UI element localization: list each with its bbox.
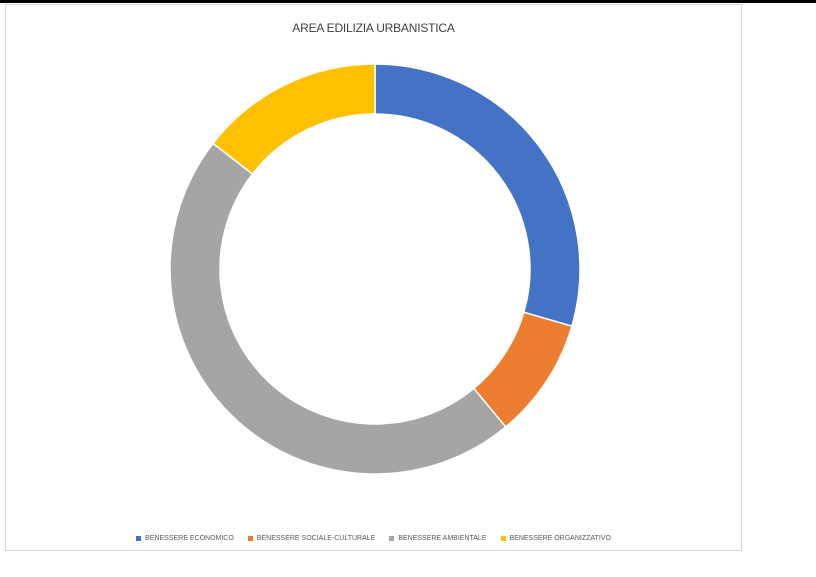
donut-chart	[169, 63, 581, 475]
legend-swatch	[389, 536, 395, 541]
donut-slice-benessere-economico	[374, 63, 581, 328]
legend-item: BENESSERE AMBIENTALE	[389, 535, 487, 542]
legend-label: BENESSERE AMBIENTALE	[398, 535, 487, 542]
legend-label: BENESSERE SOCIALE-CULTURALE	[256, 535, 376, 542]
legend-swatch	[136, 536, 142, 541]
donut-slice-benessere-ambientale	[169, 142, 507, 475]
legend-item: BENESSERE ORGANIZZATIVO	[500, 535, 611, 542]
legend-item: BENESSERE ECONOMICO	[136, 535, 234, 542]
chart-title: AREA EDILIZIA URBANISTICA	[292, 21, 455, 35]
chart-area: AREA EDILIZIA URBANISTICA BENESSERE ECON…	[5, 4, 742, 551]
donut-slice-benessere-organizzativo	[211, 63, 376, 176]
legend-swatch	[247, 536, 253, 541]
legend-label: BENESSERE ECONOMICO	[145, 535, 234, 542]
legend-label: BENESSERE ORGANIZZATIVO	[509, 535, 611, 542]
window-top-border	[0, 0, 816, 3]
legend-swatch	[500, 536, 506, 541]
chart-legend: BENESSERE ECONOMICO BENESSERE SOCIALE-CUL…	[6, 535, 741, 542]
legend-item: BENESSERE SOCIALE-CULTURALE	[247, 535, 376, 542]
